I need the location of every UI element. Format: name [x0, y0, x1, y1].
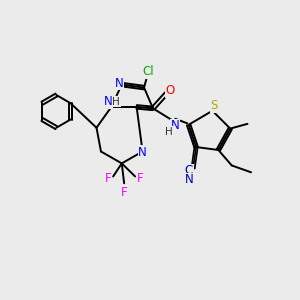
Text: N: N: [171, 119, 180, 132]
Text: S: S: [210, 99, 218, 112]
Text: N: N: [184, 173, 193, 186]
Text: H: H: [112, 97, 120, 106]
Text: F: F: [121, 186, 128, 199]
Text: N: N: [138, 146, 147, 159]
Text: H: H: [165, 127, 173, 136]
Text: O: O: [165, 84, 175, 97]
Text: C: C: [185, 164, 193, 177]
Text: F: F: [104, 172, 111, 185]
Text: N: N: [114, 76, 123, 90]
Text: N: N: [104, 95, 113, 108]
Text: F: F: [137, 172, 144, 185]
Text: Cl: Cl: [143, 65, 154, 78]
